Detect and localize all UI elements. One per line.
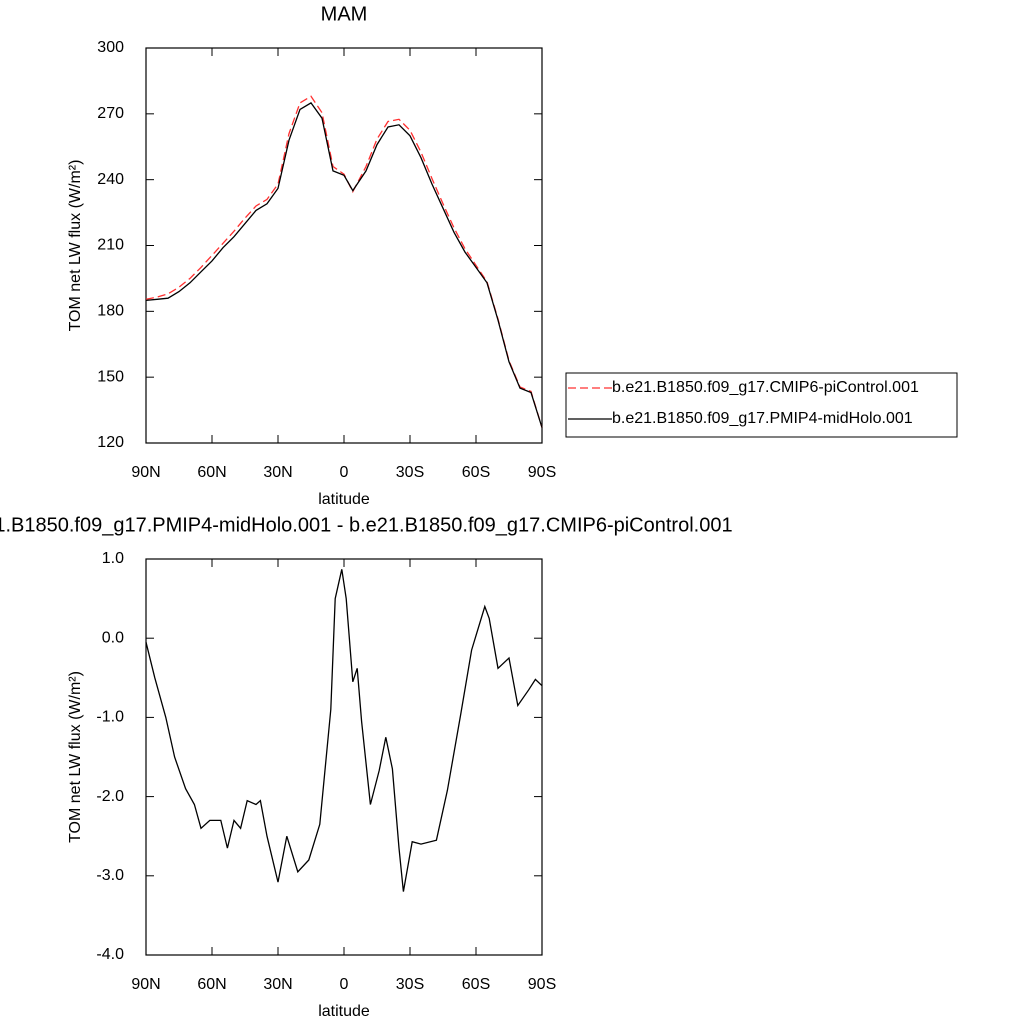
- legend-box: [565, 372, 958, 438]
- plot-frame: [145, 558, 543, 956]
- x-tick-label: 60S: [462, 976, 490, 993]
- y-tick-label: 270: [97, 105, 124, 122]
- x-tick-label: 30N: [263, 464, 292, 481]
- y-tick-label: 300: [97, 39, 124, 56]
- y-tick-label: 1.0: [102, 550, 124, 567]
- x-tick-label: 30N: [263, 976, 292, 993]
- y-tick-label: -4.0: [96, 946, 124, 963]
- y-axis-label: TOM net LW flux (W/m²): [67, 160, 84, 332]
- x-tick-label: 90S: [528, 464, 556, 481]
- x-tick-label: 90S: [528, 976, 556, 993]
- x-tick-label: 90N: [131, 464, 160, 481]
- y-tick-label: 210: [97, 237, 124, 254]
- x-tick-label: 60N: [197, 464, 226, 481]
- legend-label: b.e21.B1850.f09_g17.PMIP4-midHolo.001: [612, 410, 913, 427]
- data-line: [145, 95, 543, 428]
- y-tick-label: 240: [97, 171, 124, 188]
- data-line: [145, 569, 543, 892]
- y-tick-label: -3.0: [96, 867, 124, 884]
- x-tick-label: 0: [340, 976, 349, 993]
- legend-label: b.e21.B1850.f09_g17.CMIP6-piControl.001: [612, 379, 919, 396]
- chart-title: MAM: [321, 3, 368, 25]
- y-tick-label: 150: [97, 368, 124, 385]
- x-tick-label: 30S: [396, 464, 424, 481]
- x-tick-label: 30S: [396, 976, 424, 993]
- data-line: [145, 102, 543, 428]
- chart-title: b.e21.B1850.f09_g17.PMIP4-midHolo.001 - …: [0, 514, 733, 536]
- y-tick-label: -2.0: [96, 788, 124, 805]
- y-tick-label: 180: [97, 303, 124, 320]
- x-axis-label: latitude: [318, 1003, 370, 1020]
- x-axis-label: latitude: [318, 491, 370, 508]
- plot-frame: [145, 47, 543, 444]
- x-tick-label: 0: [340, 464, 349, 481]
- x-tick-label: 60S: [462, 464, 490, 481]
- x-tick-label: 60N: [197, 976, 226, 993]
- y-axis-label: TOM net LW flux (W/m²): [67, 671, 84, 843]
- y-tick-label: -1.0: [96, 709, 124, 726]
- y-tick-label: 120: [97, 434, 124, 451]
- y-tick-label: 0.0: [102, 629, 124, 646]
- x-tick-label: 90N: [131, 976, 160, 993]
